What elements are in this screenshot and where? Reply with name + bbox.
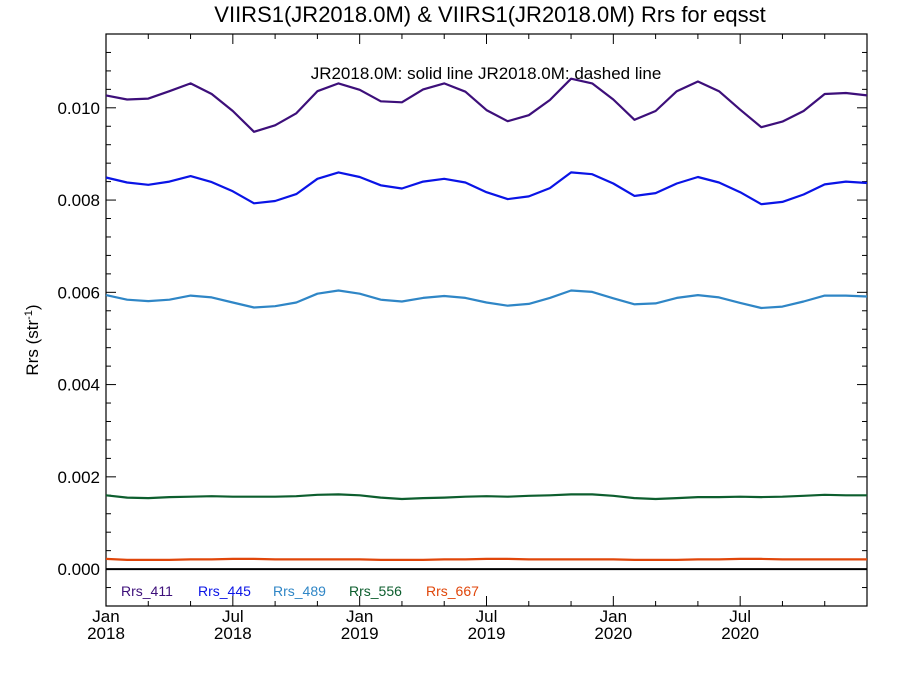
legend-entry-rrs_489: Rrs_489 <box>273 583 326 599</box>
legend: Rrs_411 Rrs_445 Rrs_489 Rrs_556 Rrs_667 <box>121 583 479 599</box>
y-tick-label: 0.008 <box>57 191 100 210</box>
chart-title: VIIRS1(JR2018.0M) & VIIRS1(JR2018.0M) Rr… <box>214 2 765 27</box>
x-tick-label-month: Jul <box>222 607 244 626</box>
y-axis: 0.000 0.002 0.004 0.006 0.008 0.010 <box>57 33 867 607</box>
y-tick-label: 0.002 <box>57 468 100 487</box>
series-line-rrs_411 <box>105 77 868 133</box>
legend-entry-rrs_667: Rrs_667 <box>426 583 479 599</box>
x-tick-label-month: Jul <box>729 607 751 626</box>
x-tick-label-year: 2018 <box>214 624 252 643</box>
x-tick-label-month: Jan <box>600 607 627 626</box>
series-line-rrs_667 <box>105 557 867 562</box>
x-tick-label-year: 2019 <box>468 624 506 643</box>
y-tick-label: 0.006 <box>57 283 100 302</box>
legend-entry-rrs_556: Rrs_556 <box>349 583 402 599</box>
x-tick-label-year: 2019 <box>341 624 379 643</box>
x-tick-label-year: 2018 <box>87 624 125 643</box>
x-tick-label-year: 2020 <box>721 624 759 643</box>
x-tick-label-month: Jan <box>346 607 373 626</box>
legend-entry-rrs_445: Rrs_445 <box>198 583 251 599</box>
x-tick-label-month: Jul <box>476 607 498 626</box>
series-layer <box>105 77 868 562</box>
line-style-annotation: JR2018.0M: solid line JR2018.0M: dashed … <box>311 64 662 83</box>
y-tick-label: 0.010 <box>57 99 100 118</box>
x-axis: Jan2018Jul2018Jan2019Jul2019Jan2020Jul20… <box>87 34 868 643</box>
y-axis-label-superscript: -1 <box>23 310 35 320</box>
y-axis-label: Rrs (str-1) <box>23 304 42 375</box>
series-line-rrs_556 <box>105 493 867 501</box>
x-tick-label-month: Jan <box>92 607 119 626</box>
x-tick-label-year: 2020 <box>594 624 632 643</box>
y-axis-label-end: ) <box>23 304 42 310</box>
legend-entry-rrs_411: Rrs_411 <box>121 583 173 599</box>
y-tick-label: 0.004 <box>57 376 100 395</box>
y-axis-label-main: Rrs (str <box>23 320 42 376</box>
series-line-rrs_445 <box>105 171 868 206</box>
series-line-rrs_489 <box>105 289 868 310</box>
y-tick-label: 0.000 <box>57 560 100 579</box>
